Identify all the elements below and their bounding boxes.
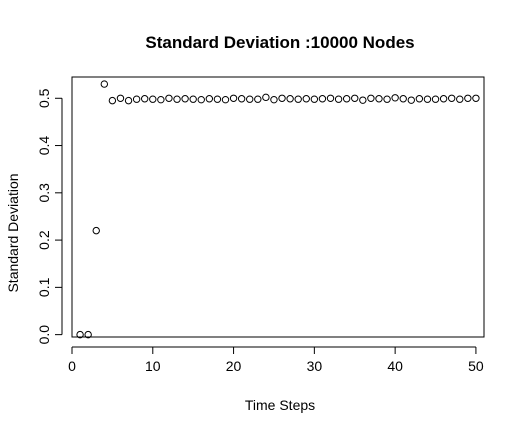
y-tick-label: 0.5 — [36, 88, 52, 108]
x-tick-label: 10 — [145, 358, 161, 374]
data-point — [367, 94, 375, 102]
data-point — [334, 95, 343, 103]
data-point — [294, 95, 302, 103]
x-tick-label: 40 — [387, 358, 403, 374]
data-point — [76, 330, 84, 339]
data-point — [262, 93, 270, 102]
data-point — [213, 95, 222, 103]
data-point — [383, 95, 391, 103]
y-tick-label: 0.4 — [36, 136, 52, 156]
data-point — [221, 95, 230, 104]
data-point — [92, 226, 100, 235]
data-point — [351, 94, 359, 102]
y-tick-label: 0.1 — [36, 277, 52, 297]
data-point — [439, 95, 448, 103]
x-axis: 0 10 20 30 40 50 — [68, 346, 484, 374]
data-point — [246, 95, 254, 103]
data-point — [116, 94, 125, 102]
chart-title: Standard Deviation :10000 Nodes — [145, 33, 414, 52]
data-point — [100, 80, 109, 88]
data-point — [464, 94, 472, 102]
x-tick-label: 20 — [226, 358, 242, 374]
data-point — [472, 94, 480, 102]
x-tick-label: 0 — [68, 358, 76, 374]
data-point — [149, 95, 157, 103]
plot-frame — [71, 76, 485, 338]
data-point — [132, 95, 141, 103]
data-point — [189, 95, 197, 103]
data-point — [423, 95, 432, 103]
data-point — [326, 94, 335, 102]
data-point — [407, 96, 415, 104]
data-point — [399, 95, 407, 103]
data-point — [173, 95, 181, 103]
data-point — [270, 95, 278, 104]
data-point — [84, 330, 92, 339]
y-axis-label: Standard Deviation — [5, 173, 21, 292]
data-point — [456, 95, 464, 103]
data-point — [302, 95, 310, 103]
x-axis-label: Time Steps — [245, 397, 315, 413]
y-tick-label: 0.2 — [36, 230, 52, 250]
data-point — [318, 95, 327, 103]
y-tick-label: 0.3 — [36, 183, 52, 203]
data-point — [237, 95, 246, 103]
y-axis: 0.0 0.1 0.2 0.3 0.4 0.5 — [36, 88, 63, 345]
data-point — [157, 95, 165, 104]
data-point — [124, 96, 133, 105]
x-tick-label: 50 — [468, 358, 484, 374]
data-point — [447, 94, 456, 102]
data-point — [278, 94, 286, 102]
data-point — [229, 94, 238, 102]
data-point — [205, 95, 214, 103]
data-point — [342, 95, 351, 103]
data-point — [415, 95, 424, 103]
data-point — [165, 94, 173, 102]
data-point — [359, 96, 367, 104]
data-point — [310, 95, 319, 103]
data-point — [286, 95, 294, 103]
x-tick-label: 30 — [307, 358, 323, 374]
data-point — [197, 95, 205, 104]
data-point — [391, 94, 399, 102]
data-point — [254, 95, 262, 103]
data-point — [431, 95, 440, 103]
data-point — [181, 95, 189, 103]
data-points — [76, 80, 480, 339]
data-point — [375, 95, 383, 103]
y-tick-label: 0.0 — [36, 325, 52, 345]
data-point — [141, 95, 149, 103]
data-point — [108, 96, 117, 105]
